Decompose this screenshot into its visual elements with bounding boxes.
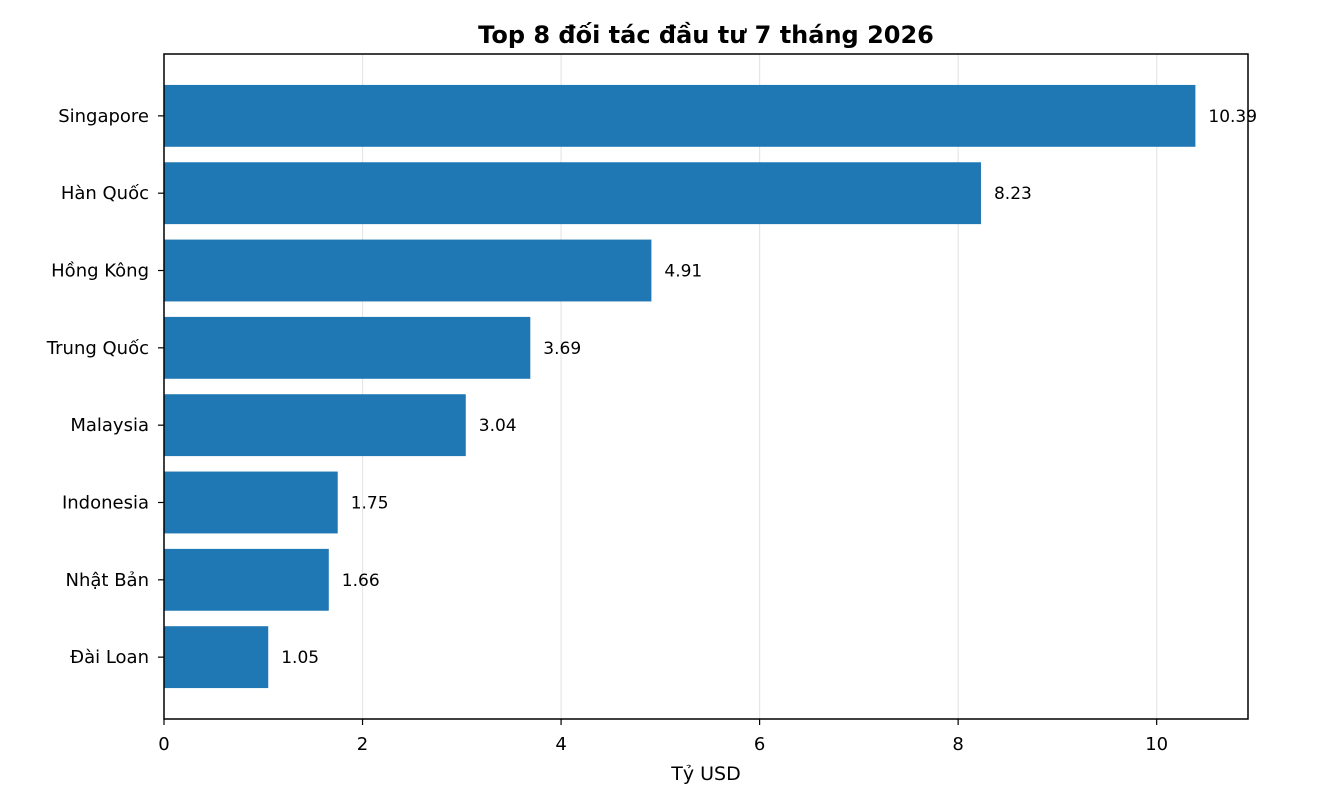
- category-label: Hàn Quốc: [61, 183, 149, 204]
- bar-value-label: 8.23: [994, 184, 1032, 204]
- bar-value-label: 3.04: [479, 416, 517, 436]
- x-axis-ticks: 0 2 4 6 8 10: [158, 719, 1168, 755]
- category-label: Trung Quốc: [46, 338, 149, 359]
- bar: [164, 626, 269, 689]
- x-tick-label: 8: [952, 734, 963, 755]
- category-label: Đài Loan: [70, 647, 149, 668]
- bar: [164, 239, 652, 302]
- category-label: Singapore: [58, 106, 149, 127]
- x-axis-label: Tỷ USD: [670, 763, 741, 785]
- bar-value-label: 10.39: [1208, 107, 1257, 127]
- chart-title: Top 8 đối tác đầu tư 7 tháng 2026: [478, 21, 934, 49]
- bar-value-label: 3.69: [543, 339, 581, 359]
- bar-value-label: 4.91: [664, 262, 702, 282]
- bar: [164, 162, 981, 225]
- bars: [164, 84, 1196, 689]
- bar: [164, 84, 1196, 147]
- bar: [164, 548, 329, 611]
- bar: [164, 394, 466, 457]
- category-label: Nhật Bản: [66, 570, 149, 591]
- bar-value-label: 1.05: [281, 648, 319, 668]
- data-labels: 10.39 8.23 4.91 3.69 3.04 1.75 1.66 1.05: [281, 107, 1257, 668]
- bar: [164, 471, 338, 534]
- x-tick-label: 10: [1145, 734, 1168, 755]
- x-tick-label: 6: [754, 734, 765, 755]
- x-tick-label: 4: [555, 734, 566, 755]
- gridlines: [361, 54, 1158, 719]
- category-label: Indonesia: [62, 492, 149, 513]
- x-tick-label: 2: [357, 734, 368, 755]
- bar-value-label: 1.66: [342, 571, 380, 591]
- category-label: Hồng Kông: [51, 261, 149, 282]
- bar-value-label: 1.75: [351, 493, 389, 513]
- category-label: Malaysia: [70, 415, 149, 436]
- category-labels: Singapore Hàn Quốc Hồng Kông Trung Quốc Mala…: [46, 106, 164, 668]
- x-tick-label: 0: [158, 734, 169, 755]
- plot-frame: [163, 53, 1249, 720]
- bar: [164, 316, 531, 379]
